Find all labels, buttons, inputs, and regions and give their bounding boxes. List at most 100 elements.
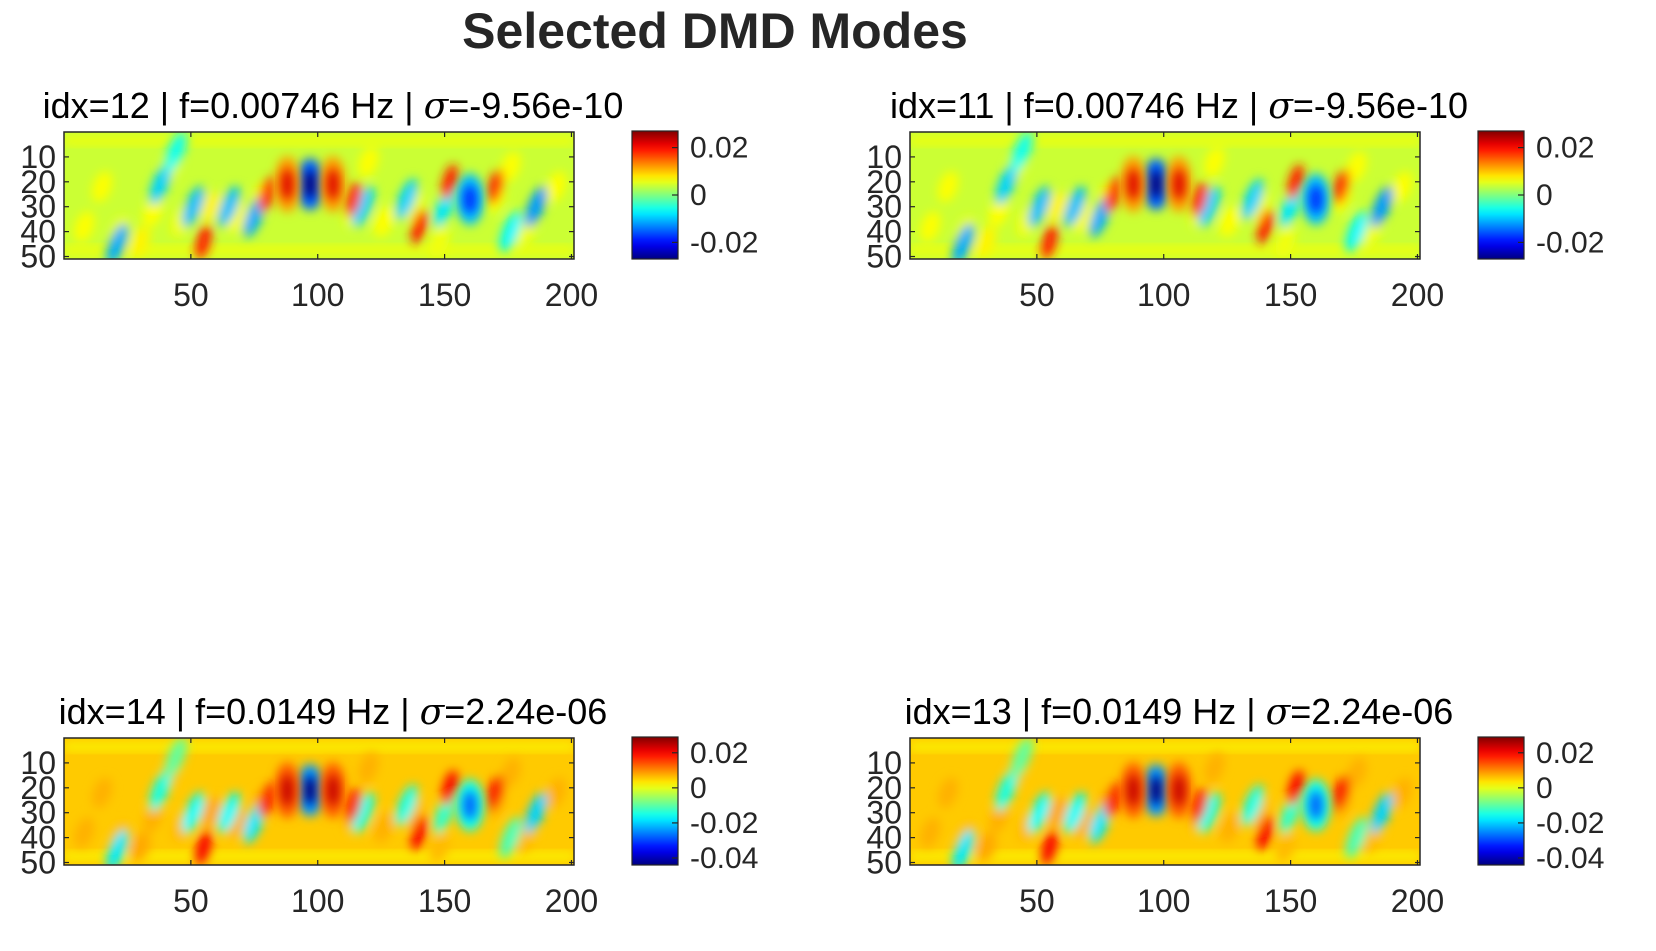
heatmap-blob — [1257, 209, 1274, 245]
heatmap-feature — [1149, 775, 1163, 805]
y-tick-label: 20 — [20, 164, 56, 200]
colorbar-tick-label: 0.02 — [690, 737, 748, 770]
heatmap-feature — [326, 168, 339, 200]
heatmap-feature — [1172, 774, 1185, 806]
heatmap-blob — [1191, 181, 1208, 217]
heatmap-blob — [195, 224, 212, 259]
heatmap-blob — [1041, 224, 1058, 259]
heatmap-blob — [1104, 176, 1122, 212]
y-tick-label: 50 — [866, 845, 902, 881]
heatmap-band — [64, 742, 574, 751]
heatmap-blob — [1047, 797, 1068, 829]
y-tick-label: 40 — [20, 820, 56, 856]
heatmap-blob — [1204, 752, 1225, 784]
heatmap-blob — [1104, 782, 1122, 818]
y-tick-label: 10 — [20, 745, 56, 781]
heatmap-blob — [1241, 784, 1264, 826]
heatmap-blob — [976, 832, 997, 863]
heatmap-blob — [149, 163, 172, 205]
x-tick-label: 200 — [1391, 277, 1444, 313]
heatmap-blob — [1370, 792, 1394, 834]
colorbar — [631, 736, 679, 866]
panel-title: idx=11 | f=0.00746 Hz | σ=-9.56e-10 — [889, 85, 1468, 127]
x-tick-label: 150 — [1264, 277, 1317, 313]
colorbar — [1477, 130, 1525, 260]
panel-title-idx: idx=14 — [58, 691, 166, 732]
heatmap-feature — [463, 790, 477, 820]
heatmap-blob — [395, 178, 418, 220]
heatmap-blob — [352, 186, 375, 228]
heatmap-blob — [106, 829, 129, 865]
heatmap-feature — [463, 184, 477, 214]
axes-box — [909, 131, 1421, 260]
x-tick-label: 150 — [418, 277, 471, 313]
heatmap-blob — [411, 209, 428, 245]
heatmap-blob — [74, 211, 95, 242]
heatmap-blob — [149, 769, 172, 811]
x-tick-label: 200 — [545, 883, 598, 919]
y-tick-label: 10 — [866, 139, 902, 175]
x-tick-label: 50 — [1019, 277, 1055, 313]
panel-title-sigma-value: =-9.56e-10 — [1292, 85, 1468, 126]
y-tick-label: 30 — [866, 795, 902, 831]
heatmap-blob — [995, 163, 1018, 205]
panel-title-freq: f=0.0149 Hz — [195, 691, 391, 732]
y-tick-label: 50 — [866, 239, 902, 275]
heatmap-blob — [995, 769, 1018, 811]
axes-box — [909, 737, 1421, 866]
panel-title: idx=12 | f=0.00746 Hz | σ=-9.56e-10 — [42, 85, 624, 127]
heatmap-feature — [1127, 168, 1140, 200]
heatmap-blob — [74, 817, 95, 848]
panel-title: idx=13 | f=0.0149 Hz | σ=2.24e-06 — [904, 691, 1454, 733]
heatmap-blob — [258, 782, 276, 818]
heatmap-blob — [201, 797, 222, 829]
heatmap-blob — [1392, 171, 1413, 203]
heatmap-band — [64, 852, 574, 861]
heatmap-blob — [546, 777, 567, 809]
x-tick-label: 50 — [173, 883, 209, 919]
heatmap-feature — [281, 774, 294, 806]
heatmap-feature — [326, 774, 339, 806]
colorbar — [631, 130, 679, 260]
heatmap-blob — [1346, 757, 1367, 789]
heatmap-feature — [303, 169, 317, 199]
heatmap-blob — [373, 206, 394, 237]
heatmap-blob — [1275, 226, 1296, 257]
colorbar-tick-label: -0.02 — [1536, 226, 1604, 259]
y-tick-label: 40 — [20, 214, 56, 250]
heatmap-blob — [345, 181, 362, 217]
y-tick-label: 40 — [866, 820, 902, 856]
y-tick-label: 10 — [20, 139, 56, 175]
axes-box — [63, 737, 575, 866]
panel-title-sigma-symbol: σ — [423, 86, 449, 127]
heatmap-feature — [1172, 168, 1185, 200]
y-tick-label: 40 — [866, 214, 902, 250]
colorbar-tick-label: 0 — [1536, 772, 1553, 805]
heatmap-blob — [130, 832, 151, 863]
colorbar-tick-label: 0.02 — [1536, 132, 1594, 165]
heatmap-blob — [988, 196, 1009, 228]
colorbar-tick-label: -0.02 — [690, 226, 758, 259]
colorbar-tick-label: 0 — [690, 179, 707, 212]
y-tick-label: 20 — [20, 770, 56, 806]
panel-title-sigma-symbol: σ — [1265, 692, 1291, 733]
heatmap-blob — [429, 226, 450, 257]
heatmap-blob — [1392, 777, 1413, 809]
heatmap-blob — [441, 164, 458, 200]
y-tick-label: 10 — [866, 745, 902, 781]
y-tick-label: 30 — [866, 189, 902, 225]
heatmap-blobs — [920, 132, 1413, 259]
heatmap-blobs — [74, 738, 567, 865]
heatmap-blob — [920, 817, 941, 848]
heatmap-blob — [358, 146, 379, 178]
heatmap-blob — [352, 792, 375, 834]
panel-title-sigma-value: =2.24e-06 — [444, 691, 608, 732]
heatmap-blob — [1257, 815, 1274, 851]
heatmap-blob — [1028, 792, 1051, 834]
heatmap-blob — [1333, 169, 1350, 205]
heatmap-blob — [164, 132, 187, 173]
y-tick-label: 20 — [866, 770, 902, 806]
heatmap-blob — [952, 223, 975, 259]
heatmap-blob — [182, 792, 205, 834]
